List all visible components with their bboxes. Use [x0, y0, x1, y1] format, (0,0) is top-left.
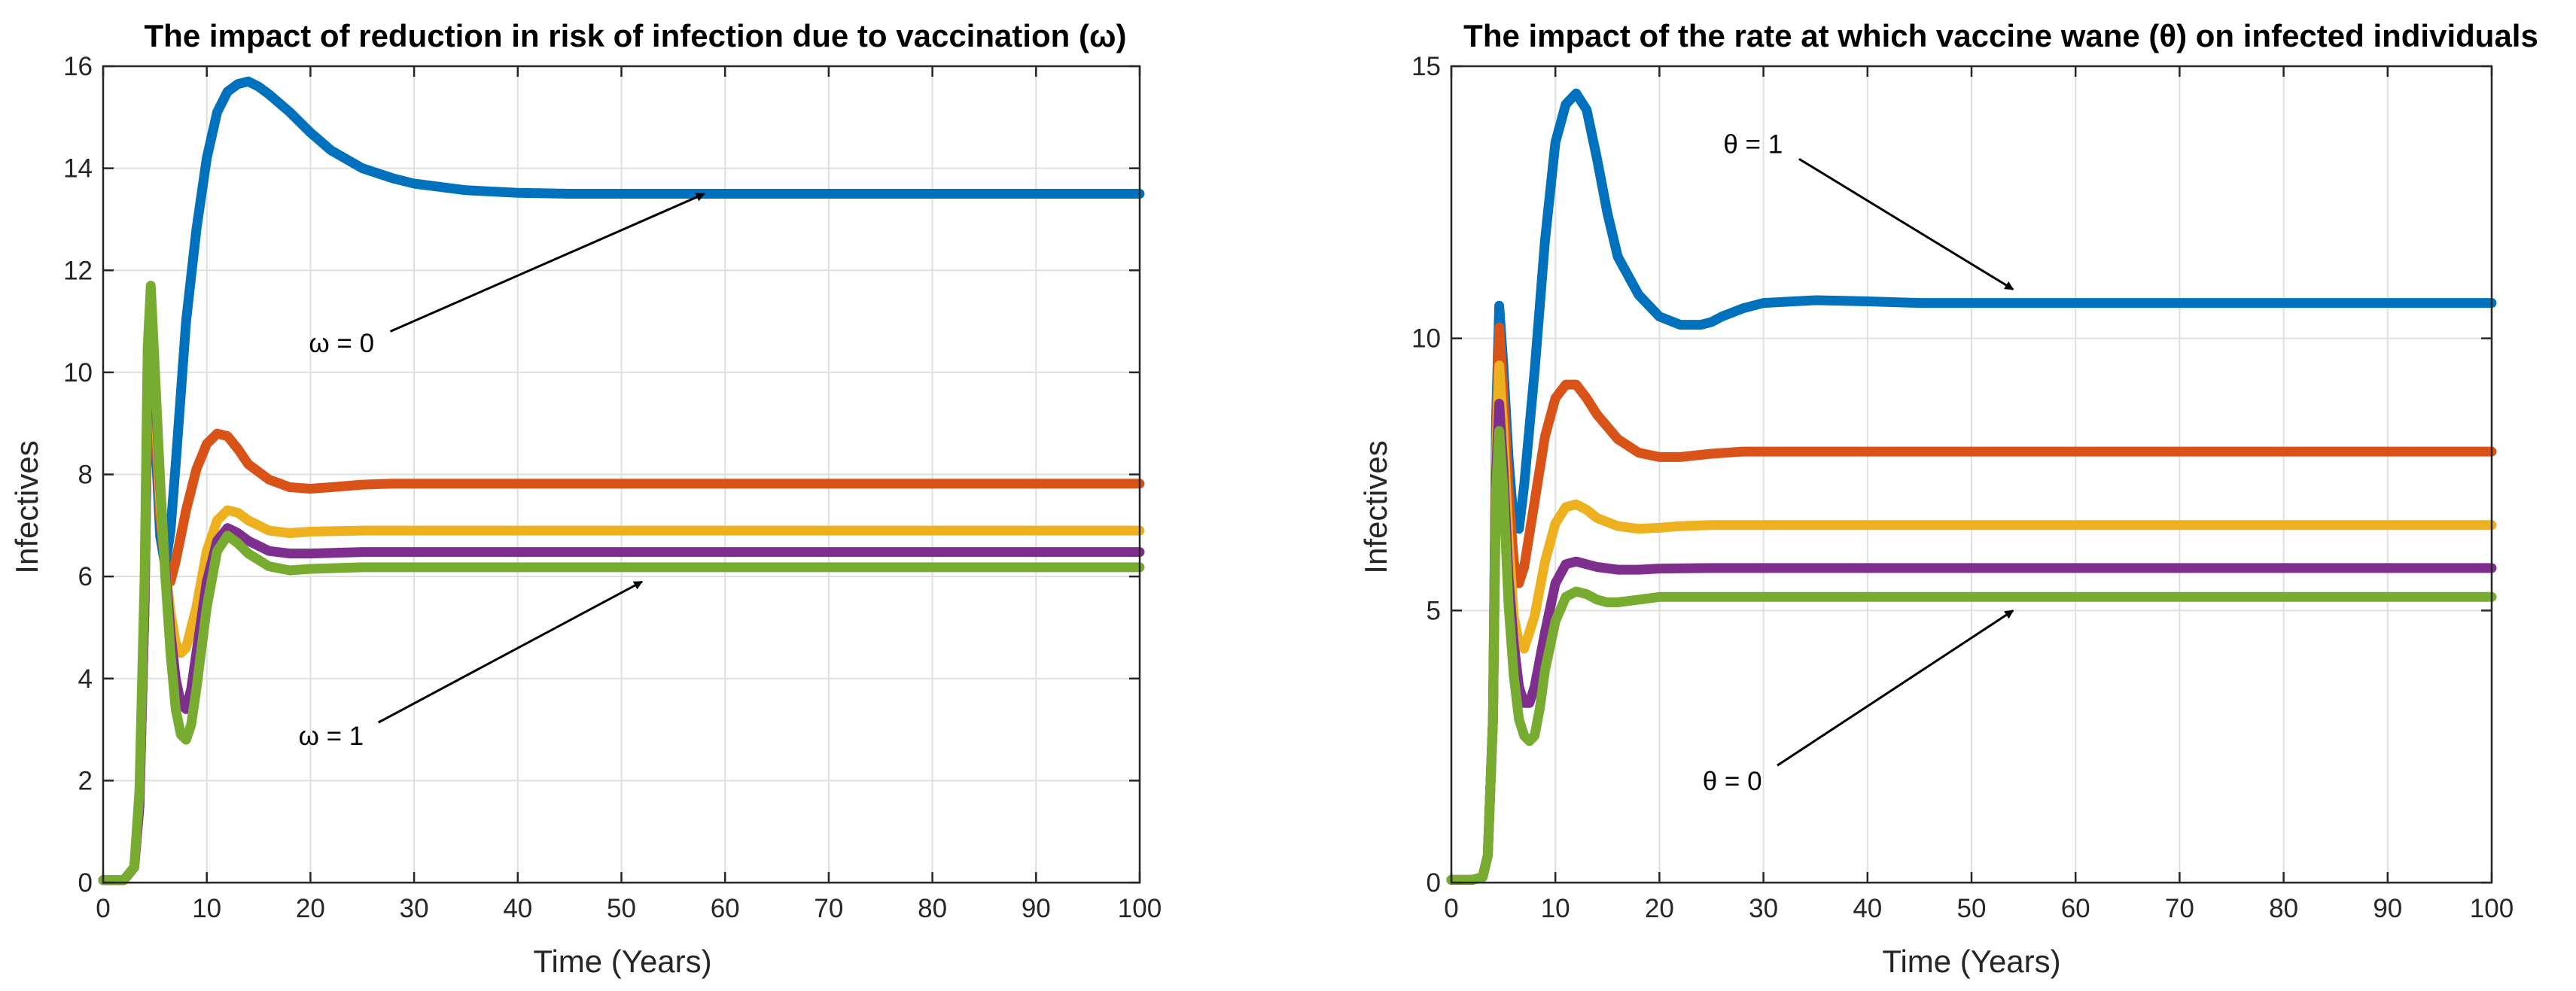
x-tick-label: 0 — [1444, 894, 1458, 923]
annotation-label: θ = 1 — [1723, 130, 1783, 160]
y-tick-label: 0 — [78, 868, 93, 898]
x-tick-label: 90 — [1022, 894, 1051, 923]
y-tick-label: 0 — [1427, 868, 1441, 898]
chart-title: The impact of reduction in risk of infec… — [145, 18, 1127, 53]
x-tick-label: 30 — [400, 894, 429, 923]
chart-omega: The impact of reduction in risk of infec… — [9, 18, 1162, 979]
annotation-label: θ = 0 — [1703, 767, 1762, 796]
y-tick-label: 16 — [63, 52, 93, 81]
annotation-label: ω = 1 — [299, 722, 364, 751]
x-tick-label: 60 — [711, 894, 740, 923]
chart-title: The impact of the rate at which vaccine … — [1463, 18, 2538, 53]
x-tick-label: 50 — [607, 894, 636, 923]
x-tick-label: 100 — [1118, 894, 1162, 923]
x-tick-label: 0 — [96, 894, 110, 923]
x-tick-label: 60 — [2061, 894, 2090, 923]
y-tick-label: 14 — [63, 154, 93, 184]
x-tick-label: 40 — [1853, 894, 1882, 923]
x-tick-label: 90 — [2373, 894, 2402, 923]
x-axis-label: Time (Years) — [1882, 944, 2060, 979]
x-tick-label: 40 — [503, 894, 532, 923]
y-tick-label: 15 — [1411, 52, 1441, 81]
annotation-arrow — [389, 193, 705, 333]
annotation-arrow — [377, 580, 644, 724]
x-tick-label: 100 — [2470, 894, 2514, 923]
x-tick-label: 50 — [1957, 894, 1987, 923]
y-tick-label: 12 — [63, 256, 93, 285]
y-tick-label: 2 — [78, 766, 93, 795]
y-tick-label: 8 — [78, 461, 93, 490]
annotation-arrow — [1798, 157, 2014, 290]
x-tick-label: 80 — [918, 894, 947, 923]
x-tick-label: 20 — [1645, 894, 1674, 923]
y-tick-label: 10 — [63, 358, 93, 388]
series-line-5 — [1446, 426, 2497, 885]
y-axis-label: Infectives — [1358, 440, 1393, 573]
x-tick-label: 70 — [2165, 894, 2194, 923]
x-tick-label: 30 — [1749, 894, 1778, 923]
chart-theta: The impact of the rate at which vaccine … — [1358, 18, 2538, 979]
y-tick-label: 4 — [78, 664, 93, 694]
y-tick-label: 6 — [78, 562, 93, 591]
y-tick-label: 10 — [1411, 324, 1441, 354]
series-line-5 — [98, 281, 1145, 886]
x-tick-label: 10 — [192, 894, 221, 923]
x-axis-label: Time (Years) — [533, 944, 711, 979]
x-tick-label: 80 — [2269, 894, 2298, 923]
x-tick-label: 20 — [296, 894, 325, 923]
annotation-arrow — [1777, 609, 2014, 767]
x-tick-label: 70 — [814, 894, 843, 923]
y-tick-label: 5 — [1427, 596, 1441, 625]
annotation-label: ω = 0 — [309, 329, 374, 358]
series-line-1 — [1446, 88, 2497, 885]
x-tick-label: 10 — [1541, 894, 1570, 923]
y-axis-label: Infectives — [9, 440, 44, 573]
